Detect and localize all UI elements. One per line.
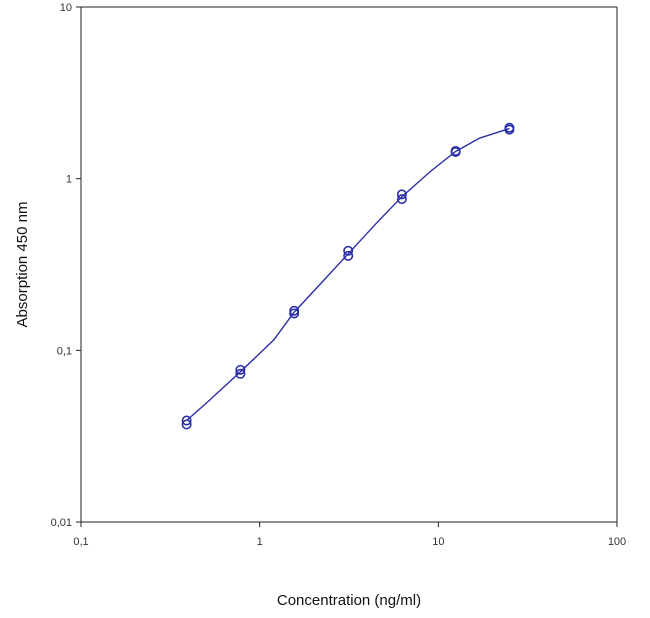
data-points	[181, 122, 515, 430]
y-tick-label: 10	[60, 2, 72, 14]
data-point	[504, 124, 515, 135]
data-point	[235, 364, 246, 375]
data-point	[181, 415, 192, 426]
y-tick-label: 1	[66, 174, 72, 186]
x-tick-label: 0,1	[73, 536, 88, 548]
data-point	[289, 308, 300, 319]
x-axis-ticks: 0,1 1 10 100	[73, 522, 626, 548]
y-tick-label: 0,1	[57, 345, 72, 357]
y-axis-title: Absorption 450 nm	[14, 202, 31, 328]
fit-curve	[186, 127, 510, 422]
data-point	[396, 189, 407, 200]
data-point	[343, 245, 354, 256]
data-point	[343, 250, 354, 261]
x-tick-label: 10	[432, 536, 444, 548]
data-point	[450, 147, 461, 158]
data-point	[396, 194, 407, 205]
y-tick-label: 0,01	[51, 517, 72, 529]
x-axis-title: Concentration (ng/ml)	[277, 592, 421, 609]
plot-frame	[80, 6, 618, 523]
data-point	[181, 419, 192, 430]
x-tick-label: 100	[608, 536, 626, 548]
y-axis-ticks: 0,01 0,1 1 10	[51, 2, 81, 529]
x-tick-label: 1	[257, 536, 263, 548]
data-point	[235, 368, 246, 379]
